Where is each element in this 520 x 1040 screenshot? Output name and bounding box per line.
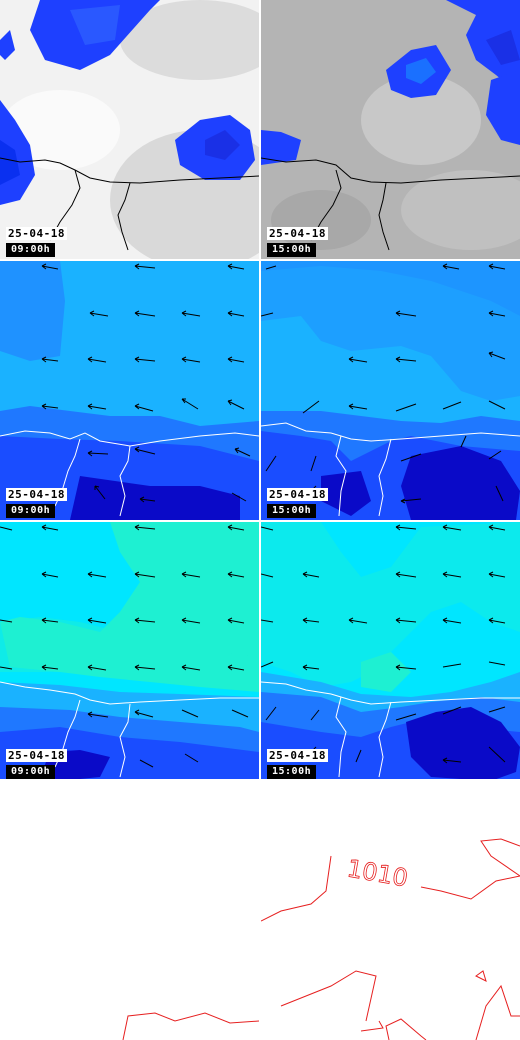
pressure-panel-0900 [0, 781, 259, 1040]
date-label: 25-04-18 [267, 749, 328, 762]
wind-high-panel-1500: 25-04-18 15:00h [261, 522, 520, 781]
wind-high-map-1500 [261, 522, 520, 781]
date-label: 25-04-18 [6, 488, 67, 501]
wind-low-map-1500 [261, 261, 520, 520]
date-label: 25-04-18 [6, 227, 67, 240]
column-divider [259, 0, 261, 780]
wind-low-map-0900 [0, 261, 259, 520]
time-label: 09:00h [6, 243, 56, 257]
cloud-panel-1500: 25-04-18 15:00h [261, 0, 520, 259]
time-label: 15:00h [267, 504, 317, 518]
time-label: 15:00h [267, 243, 317, 257]
wind-low-panel-0900: 25-04-18 09:00h [0, 261, 259, 520]
wind-arrows [41, 263, 251, 503]
date-label: 25-04-18 [6, 749, 67, 762]
time-label: 15:00h [267, 765, 317, 779]
row-divider [0, 779, 520, 781]
pressure-panel-1500: 1010 [261, 781, 520, 1040]
wind-high-panel-0900: 25-04-18 09:00h [0, 522, 259, 781]
cloud-panel-0900: 25-04-18 09:00h [0, 0, 259, 259]
time-label: 09:00h [6, 504, 56, 518]
wind-arrows [0, 524, 249, 768]
time-label: 09:00h [6, 765, 56, 779]
cloud-map-0900 [0, 0, 259, 259]
wind-low-panel-1500: 25-04-18 15:00h [261, 261, 520, 520]
date-label: 25-04-18 [267, 488, 328, 501]
wind-high-map-0900 [0, 522, 259, 781]
pressure-map-1500: 1010 [261, 781, 520, 1040]
pressure-map-0900 [0, 781, 259, 1040]
cloud-map-1500 [261, 0, 520, 259]
date-label: 25-04-18 [267, 227, 328, 240]
